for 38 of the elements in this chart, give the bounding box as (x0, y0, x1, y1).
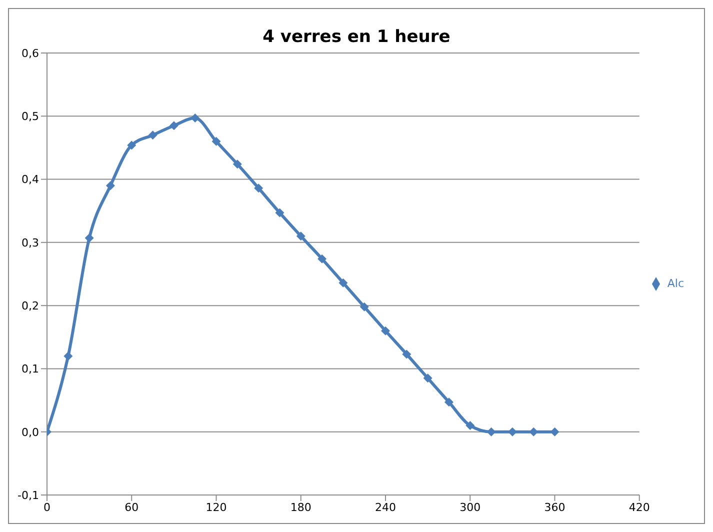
x-tick-label: 0 (44, 500, 50, 514)
point (444, 398, 454, 407)
point (84, 234, 94, 243)
point (296, 232, 306, 241)
y-tick-label: 0,6 (22, 46, 39, 60)
point (318, 254, 327, 264)
point (275, 208, 284, 218)
y-tick-label: 0,4 (22, 173, 39, 186)
y-tick-label: -0,1 (18, 488, 39, 502)
chart-title: 4 verres en 1 heure (262, 27, 450, 47)
point (232, 160, 242, 169)
point (127, 140, 136, 150)
y-tick-label: 0,5 (22, 110, 39, 124)
x-tick-label: 120 (206, 500, 227, 514)
point (64, 352, 73, 361)
y-tick-label: 0,3 (22, 236, 39, 250)
x-tick-label: 360 (544, 500, 566, 514)
point (402, 350, 412, 359)
point (212, 136, 221, 146)
point (169, 121, 178, 130)
x-tick-label: 300 (460, 500, 481, 514)
point (338, 278, 348, 288)
x-tick-label: 240 (374, 500, 396, 514)
point (148, 130, 158, 140)
point (190, 114, 200, 123)
y-tick-label: 0,2 (22, 299, 39, 312)
x-tick-label: 180 (290, 500, 312, 514)
y-tick-label: 0,0 (22, 426, 39, 439)
legend-label: Alc (667, 277, 684, 290)
point (360, 302, 369, 312)
point (466, 421, 475, 430)
y-tick-label: 0,1 (22, 362, 39, 376)
point (380, 326, 390, 336)
point (254, 184, 264, 193)
point (106, 181, 115, 190)
x-tick-label: 60 (124, 500, 139, 514)
x-tick-label: 420 (628, 500, 650, 514)
point (423, 374, 432, 383)
